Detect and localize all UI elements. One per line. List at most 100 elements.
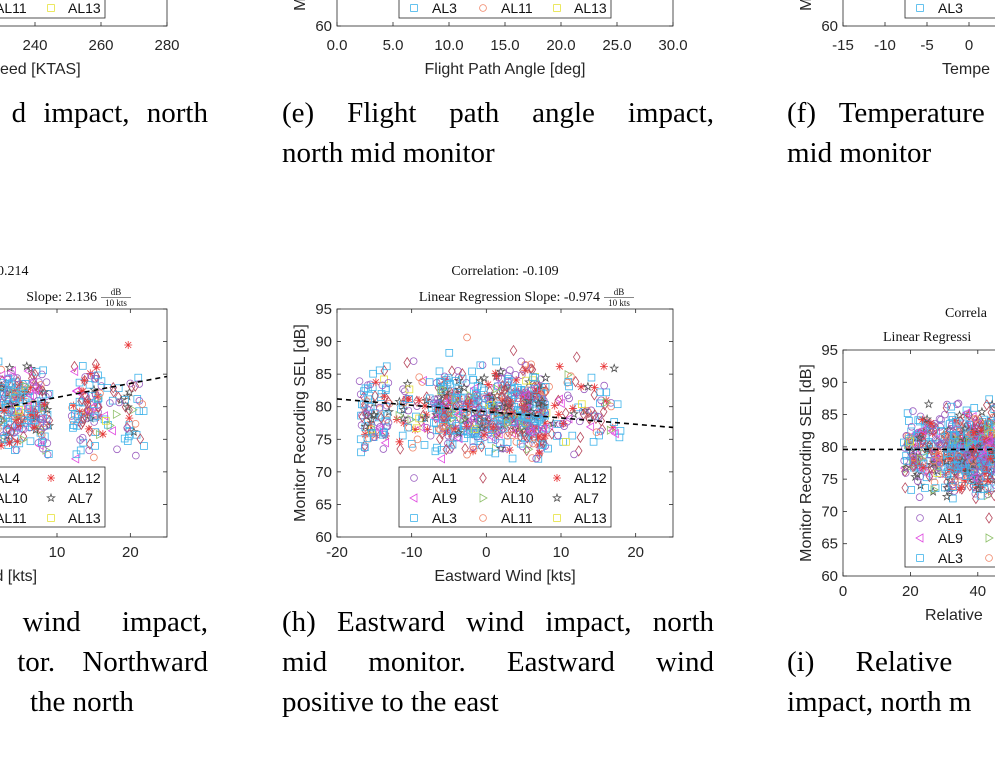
data-point-AL3 <box>432 426 441 435</box>
x-tick-label: 280 <box>154 37 179 54</box>
data-point-AL4 <box>464 395 472 408</box>
data-point-AL12 <box>977 483 986 492</box>
data-point-AL10 <box>450 413 459 423</box>
data-point-AL3 <box>27 412 36 421</box>
data-point-AL1 <box>909 407 917 415</box>
data-point-AL3 <box>964 436 972 445</box>
data-point-AL3 <box>596 388 604 397</box>
data-point-AL4 <box>436 433 444 445</box>
data-point-AL1 <box>78 433 87 442</box>
slope-unit-numerator: dB <box>614 287 625 297</box>
x-tick-label: -15 <box>832 37 854 54</box>
data-point-AL1 <box>480 408 488 417</box>
legend-label-AL13: AL13 <box>68 0 101 16</box>
data-point-AL12 <box>395 437 404 446</box>
data-point-AL4 <box>444 406 453 418</box>
data-point-AL3 <box>531 373 539 382</box>
data-point-AL3 <box>485 396 493 404</box>
data-point-AL3 <box>407 439 416 448</box>
data-point-AL3 <box>439 407 447 415</box>
legend-marker-AL3 <box>410 514 418 522</box>
data-point-AL3 <box>990 405 995 414</box>
data-point-AL12 <box>550 401 559 410</box>
data-point-AL3 <box>361 443 369 452</box>
data-point-AL4 <box>509 344 518 357</box>
data-point-AL12 <box>977 426 986 435</box>
data-point-AL9 <box>585 422 595 432</box>
data-point-AL3 <box>980 485 989 493</box>
data-point-AL9 <box>69 366 79 377</box>
legend-label-AL9: AL9 <box>432 490 457 506</box>
legend-label-AL13: AL13 <box>574 0 607 16</box>
data-point-AL12 <box>483 391 492 400</box>
chart-i: 0 20 40 60 65 70 75 80 85 90 95 Relative Monitor Rec… <box>798 306 995 624</box>
legend-label-AL7: AL7 <box>574 490 599 506</box>
data-point-AL1 <box>554 431 562 440</box>
y-axis-label: Monitor Recording SEL [dB] <box>292 0 309 11</box>
data-point-AL10 <box>564 370 573 380</box>
data-point-AL9 <box>538 423 547 434</box>
data-point-AL11 <box>929 456 938 465</box>
data-point-AL7 <box>503 400 515 411</box>
data-point-AL7 <box>568 408 579 419</box>
y-tick-label: 90 <box>315 334 332 351</box>
data-point-AL3 <box>0 383 6 392</box>
data-point-AL3 <box>478 384 486 393</box>
legend-marker-AL4 <box>985 512 993 524</box>
data-point-AL10 <box>106 420 115 431</box>
x-axis-label: Relative <box>925 607 983 624</box>
data-point-AL7 <box>122 401 133 412</box>
data-point-AL4 <box>489 420 498 432</box>
data-point-AL12 <box>125 414 134 423</box>
data-point-AL3 <box>941 483 949 492</box>
data-point-AL11 <box>11 391 19 400</box>
data-point-AL7 <box>941 491 952 501</box>
data-point-AL11 <box>90 453 98 462</box>
data-point-AL12 <box>92 363 101 372</box>
data-point-AL1 <box>76 436 84 444</box>
y-tick-label: 65 <box>315 496 332 513</box>
y-tick-label: 95 <box>315 301 332 318</box>
data-point-AL3 <box>72 450 81 459</box>
data-point-AL3 <box>487 435 496 444</box>
x-tick-label: 260 <box>88 37 113 54</box>
y-tick-label: 75 <box>315 431 332 448</box>
x-tick-label: 25.0 <box>602 37 631 54</box>
data-point-AL11 <box>0 425 2 432</box>
data-point-AL7 <box>910 471 921 482</box>
data-point-AL1 <box>464 420 473 429</box>
data-point-AL11 <box>528 454 536 462</box>
data-point-AL7 <box>922 413 933 424</box>
y-axis-label: Monitor Recording SEL [dB] <box>292 324 309 522</box>
data-point-AL3 <box>445 349 454 357</box>
data-point-AL1 <box>29 378 37 386</box>
data-point-AL9 <box>23 401 32 412</box>
data-point-AL4 <box>358 411 367 423</box>
data-point-AL7 <box>976 406 987 417</box>
data-point-AL3 <box>446 380 454 388</box>
data-point-AL1 <box>533 395 542 404</box>
data-point-AL3 <box>962 472 970 480</box>
data-point-AL3 <box>613 400 622 409</box>
data-point-AL4 <box>452 399 461 411</box>
data-point-AL9 <box>554 394 563 404</box>
data-point-AL12 <box>84 424 93 433</box>
caption-g-line3: the north <box>30 686 134 718</box>
data-point-AL11 <box>968 457 977 465</box>
data-point-AL4 <box>9 436 17 449</box>
data-point-AL1 <box>87 371 95 380</box>
data-point-AL1 <box>948 480 957 489</box>
caption-e-line2: north mid monitor <box>282 137 495 169</box>
data-point-AL3 <box>437 445 446 454</box>
data-point-AL7 <box>548 418 559 428</box>
data-point-AL9 <box>380 438 389 448</box>
data-point-AL1 <box>491 436 500 444</box>
data-point-AL13 <box>15 406 23 414</box>
data-point-AL3 <box>587 373 596 382</box>
data-point-AL3 <box>568 431 577 440</box>
data-point-AL4 <box>486 400 494 412</box>
data-point-AL3 <box>0 379 8 387</box>
x-tick-label: 0 <box>965 37 973 54</box>
x-tick-label: 30.0 <box>658 37 687 54</box>
data-point-AL1 <box>937 415 945 424</box>
